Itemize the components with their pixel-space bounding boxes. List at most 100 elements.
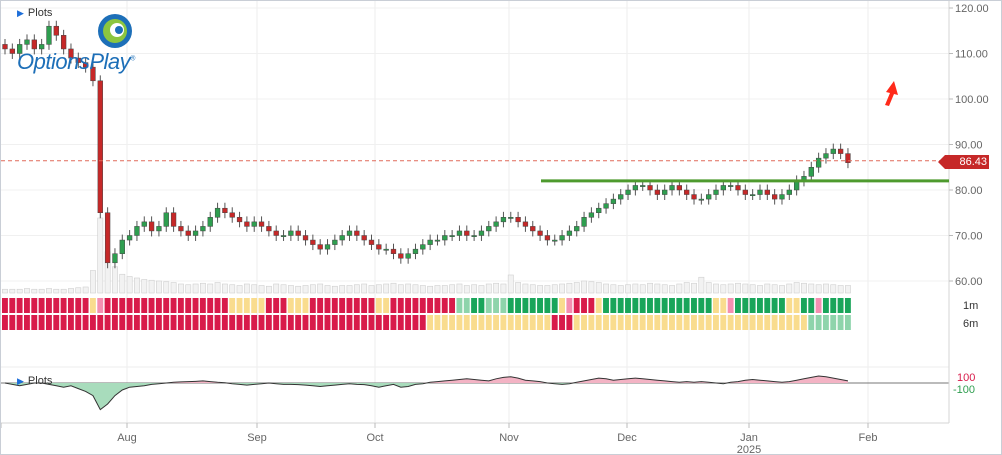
band-1m-cell [221, 298, 228, 313]
volume-bar [764, 283, 771, 294]
band-1m-cell [427, 298, 434, 313]
volume-bar [375, 284, 382, 294]
candle-body [757, 189, 763, 195]
volume-bar [60, 288, 67, 294]
band-1m-cell [199, 298, 206, 313]
candle-body [640, 185, 646, 187]
candle-body [244, 221, 250, 227]
volume-bar [823, 283, 829, 294]
band-6m-cell [654, 315, 661, 330]
band-6m-cell [155, 315, 162, 330]
band-6m-cell [808, 315, 815, 330]
band-6m-cell [537, 315, 543, 330]
candle-body [632, 185, 639, 191]
band-6m-cell [625, 315, 631, 330]
band-6m-cell [251, 315, 258, 330]
volume-bar [625, 284, 631, 294]
volume-bar [9, 288, 16, 294]
candle-body [112, 253, 118, 264]
band-1m-cell [75, 298, 82, 313]
volume-bar [434, 285, 441, 294]
volume-bar [830, 284, 837, 294]
band-1m-cell [581, 298, 587, 313]
volume-bar [419, 285, 426, 294]
band-1m-cell [449, 298, 456, 313]
candle-body [229, 212, 235, 218]
oscillator-line [4, 375, 849, 411]
band-1m-cell [45, 298, 52, 313]
band-6m-cell [735, 315, 741, 330]
time-axis-label: Jan [740, 432, 758, 444]
candle-body [471, 235, 477, 237]
volume-bar [75, 287, 82, 294]
band-1m-cell [133, 298, 140, 313]
volume-bar [647, 282, 653, 294]
band-1m-cell [339, 298, 346, 313]
band-1m-cell [573, 298, 580, 313]
candle-body [192, 230, 199, 236]
band-6m-cell [815, 315, 822, 330]
volume-bar [449, 284, 456, 294]
candle-body [141, 221, 147, 227]
plots-toggle-bottom[interactable]: ▶ Plots [17, 375, 52, 387]
band-6m-cell [31, 315, 38, 330]
band-1m-cell [236, 298, 243, 313]
band-6m-cell [346, 315, 353, 330]
volume-bar [837, 285, 844, 294]
volume-bar [676, 283, 683, 294]
band-1m-cell [537, 298, 543, 313]
last-price-flag: 86.43 [938, 155, 989, 169]
band-1m-cell [192, 298, 199, 313]
oscillator-positive-area [5, 376, 848, 383]
volume-bar [236, 285, 243, 294]
candle-body [376, 244, 382, 250]
band-1m-cell [793, 298, 800, 313]
band-6m-cell [647, 315, 653, 330]
volume-bar [427, 285, 434, 294]
band-1m-cell [705, 298, 712, 313]
candle-body [163, 212, 169, 227]
band-6m-cell [280, 315, 287, 330]
band-6m-cell [529, 315, 536, 330]
volume-bar [544, 285, 551, 294]
band-6m-cell [713, 315, 719, 330]
volume-bar [126, 276, 133, 294]
price-axis-label: 120.00 [955, 3, 989, 15]
volume-bar [90, 270, 96, 294]
volume-bar [82, 286, 89, 294]
volume-bar [603, 283, 609, 294]
volume-bar [485, 283, 492, 294]
band-1m-cell [368, 298, 375, 313]
candle-body [596, 207, 602, 213]
band-6m-cell [207, 315, 214, 330]
band-1m-cell [170, 298, 177, 313]
volume-bar [566, 282, 573, 294]
volume-bar [280, 284, 287, 294]
band-1m-cell [551, 298, 558, 313]
candle-body [493, 221, 499, 227]
volume-bar [178, 283, 184, 294]
band-6m-cell [764, 315, 771, 330]
band-6m-cell [493, 315, 500, 330]
band-6m-cell [822, 315, 829, 330]
candle-body [17, 44, 23, 54]
volume-bar [793, 282, 800, 294]
band-6m-cell [236, 315, 243, 330]
band-6m-cell [53, 315, 60, 330]
band-1m-cell [507, 298, 514, 313]
candle-body [420, 244, 426, 250]
candle-body [647, 185, 653, 191]
volume-bar [463, 285, 470, 294]
band-6m-cell [199, 315, 206, 330]
band-1m-cell [639, 298, 646, 313]
band-6m-cell [661, 315, 668, 330]
volume-bar [757, 285, 763, 294]
volume-bar [588, 281, 595, 294]
plots-toggle-top[interactable]: ▶ Plots [17, 7, 52, 19]
band-6m-cell [177, 315, 184, 330]
band-1m-cell [735, 298, 741, 313]
band-1m-cell [155, 298, 162, 313]
band-6m-cell [324, 315, 331, 330]
band-1m-cell [38, 298, 45, 313]
